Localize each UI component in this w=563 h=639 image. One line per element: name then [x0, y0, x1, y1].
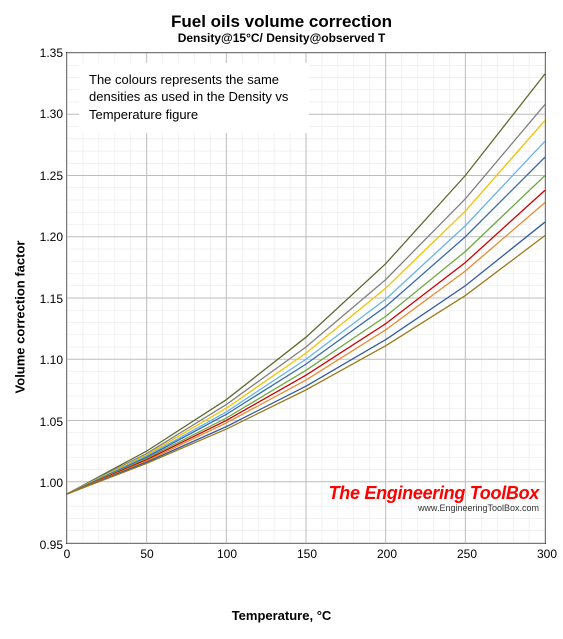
- annotation-box: The colours represents the same densitie…: [79, 63, 309, 134]
- x-tick-label: 100: [217, 547, 237, 561]
- y-tick-label: 0.95: [40, 538, 63, 552]
- x-axis-label: Temperature, °C: [10, 608, 553, 623]
- x-tick-label: 50: [140, 547, 153, 561]
- x-tick-label: 300: [537, 547, 557, 561]
- brand-sub: www.EngineeringToolBox.com: [329, 504, 539, 513]
- y-tick-label: 1.15: [40, 292, 63, 306]
- y-tick-label: 1.10: [40, 353, 63, 367]
- y-tick-label: 1.35: [40, 46, 63, 60]
- y-tick-label: 1.20: [40, 230, 63, 244]
- x-tick-label: 250: [457, 547, 477, 561]
- brand-block: The Engineering ToolBox www.EngineeringT…: [329, 483, 539, 513]
- x-tick-label: 200: [377, 547, 397, 561]
- y-tick-label: 1.25: [40, 169, 63, 183]
- x-tick-label: 150: [297, 547, 317, 561]
- chart-title: Fuel oils volume correction: [10, 12, 553, 32]
- chart-container: Fuel oils volume correction Density@15°C…: [0, 0, 563, 639]
- x-tick-label: 0: [64, 547, 71, 561]
- chart-subtitle: Density@15°C/ Density@observed T: [10, 32, 553, 45]
- plot-area: The colours represents the same densitie…: [66, 52, 546, 544]
- y-tick-label: 1.30: [40, 107, 63, 121]
- annotation-text: The colours represents the same densitie…: [89, 72, 288, 122]
- y-tick-label: 1.00: [40, 476, 63, 490]
- y-axis-label: Volume correction factor: [13, 240, 28, 393]
- chart-wrap: Volume correction factor The colours rep…: [66, 52, 543, 582]
- brand-main: The Engineering ToolBox: [329, 483, 539, 504]
- y-tick-label: 1.05: [40, 415, 63, 429]
